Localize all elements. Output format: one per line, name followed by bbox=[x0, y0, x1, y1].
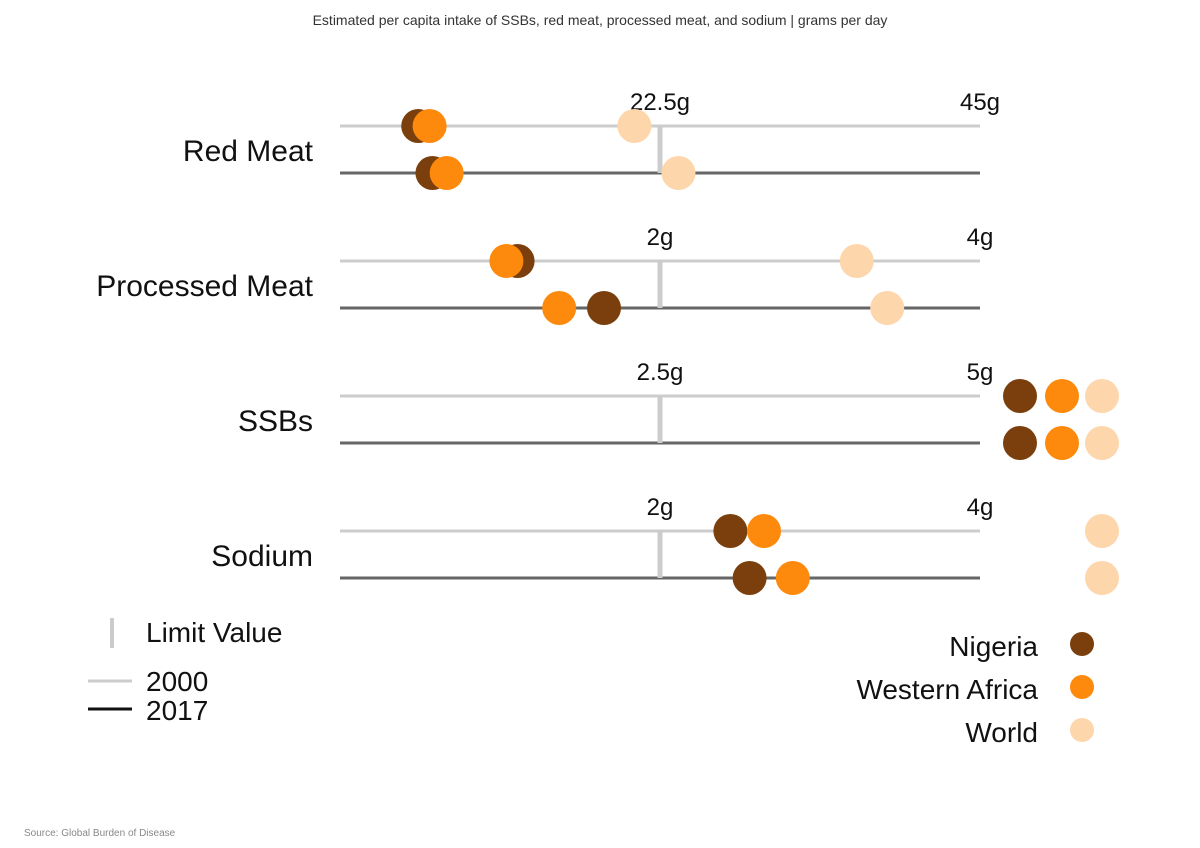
sodium-max-label: 4g bbox=[967, 494, 994, 521]
ssbs-limit-label: 2.5g bbox=[637, 359, 684, 386]
ssbs-2017-world-dot bbox=[1085, 426, 1119, 460]
sodium-2017-western-africa-dot bbox=[775, 561, 810, 595]
sodium-label: Sodium bbox=[211, 540, 313, 573]
processed-meat-2017-world-dot bbox=[870, 291, 905, 325]
legend-world-dot bbox=[1070, 718, 1094, 742]
red-meat-2000-world-dot bbox=[617, 109, 652, 143]
sodium-limit-label: 2g bbox=[647, 494, 674, 521]
ssbs-2000-world-dot bbox=[1085, 379, 1119, 413]
ssbs-label: SSBs bbox=[238, 405, 313, 438]
red-meat-2017-world-dot bbox=[661, 156, 696, 190]
red-meat-label: Red Meat bbox=[183, 135, 314, 168]
ssbs-2017-western-africa-dot bbox=[1045, 426, 1079, 460]
processed-meat-max-label: 4g bbox=[967, 224, 994, 251]
red-meat-2017-western-africa-dot bbox=[429, 156, 464, 190]
ssbs-2017-nigeria-dot bbox=[1003, 426, 1037, 460]
ssbs-max-label: 5g bbox=[967, 359, 994, 386]
processed-meat-2000-western-africa-dot bbox=[489, 244, 524, 278]
processed-meat-2017-nigeria-dot bbox=[587, 291, 621, 325]
legend-2000-label: 2000 bbox=[146, 666, 208, 697]
ssbs-2000-western-africa-dot bbox=[1045, 379, 1079, 413]
processed-meat-2017-western-africa-dot bbox=[542, 291, 577, 325]
ssbs-2000-nigeria-dot bbox=[1003, 379, 1037, 413]
legend-western-africa-dot bbox=[1070, 675, 1094, 699]
chart-title: Estimated per capita intake of SSBs, red… bbox=[312, 12, 888, 28]
red-meat-max-label: 45g bbox=[960, 89, 1000, 116]
sodium-2017-nigeria-dot bbox=[732, 561, 767, 595]
legend-limit-label: Limit Value bbox=[146, 617, 282, 648]
source-note: Source: Global Burden of Disease bbox=[24, 828, 176, 839]
processed-meat-2000-world-dot bbox=[839, 244, 874, 278]
legend-world-label: World bbox=[965, 717, 1038, 748]
red-meat-2000-western-africa-dot bbox=[412, 109, 447, 143]
sodium-2000-world-dot bbox=[1085, 514, 1119, 548]
legend-western-africa-label: Western Africa bbox=[856, 674, 1038, 705]
legend-2017-label: 2017 bbox=[146, 695, 208, 726]
sodium-2000-western-africa-dot bbox=[747, 514, 781, 548]
sodium-2017-world-dot bbox=[1085, 561, 1119, 595]
sodium-2000-nigeria-dot bbox=[713, 514, 748, 548]
legend-nigeria-dot bbox=[1070, 632, 1094, 656]
processed-meat-limit-label: 2g bbox=[647, 224, 674, 251]
legend-nigeria-label: Nigeria bbox=[949, 631, 1038, 662]
processed-meat-label: Processed Meat bbox=[96, 270, 313, 303]
